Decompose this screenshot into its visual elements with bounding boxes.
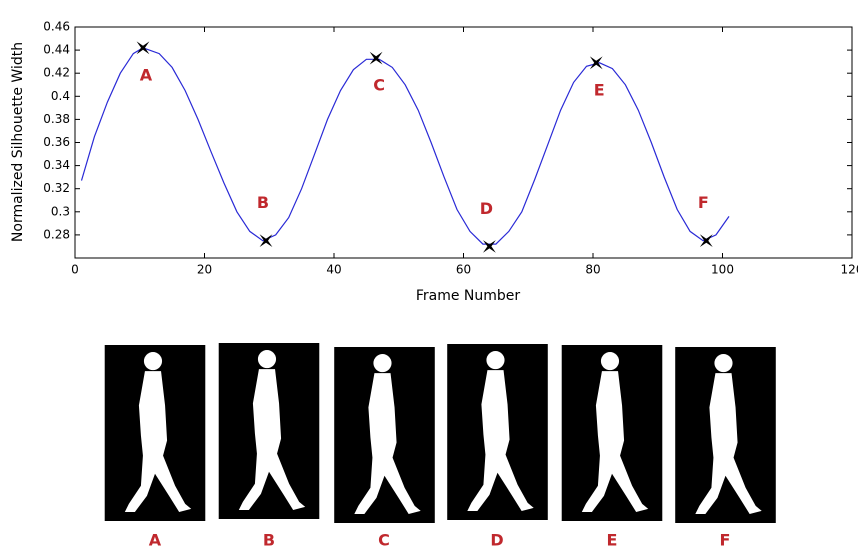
silhouettes bbox=[104, 343, 776, 523]
y-tick-label: 0.36 bbox=[43, 135, 70, 149]
frame-label: E bbox=[607, 531, 618, 549]
x-tick-label: 80 bbox=[585, 263, 600, 277]
frame-label: C bbox=[378, 531, 390, 549]
y-tick-label: 0.46 bbox=[43, 20, 70, 34]
point-label: F bbox=[698, 193, 709, 212]
point-label: A bbox=[140, 65, 153, 84]
marker bbox=[699, 234, 713, 247]
x-tick-label: 0 bbox=[71, 263, 79, 277]
y-axis-label: Normalized Silhouette Width bbox=[10, 42, 26, 242]
frame-label: B bbox=[263, 531, 275, 549]
x-tick-label: 120 bbox=[841, 263, 858, 277]
point-label: E bbox=[594, 80, 605, 99]
x-axis-label: Frame Number bbox=[416, 288, 521, 304]
y-tick-label: 0.38 bbox=[43, 112, 70, 126]
marker bbox=[483, 240, 496, 253]
marker bbox=[589, 56, 603, 70]
marker bbox=[369, 51, 383, 65]
frame-label: F bbox=[720, 531, 731, 549]
point-label: B bbox=[257, 193, 269, 212]
y-tick-label: 0.44 bbox=[43, 43, 70, 57]
y-tick-label: 0.34 bbox=[43, 158, 70, 172]
x-tick-label: 100 bbox=[711, 263, 734, 277]
frame-label: A bbox=[149, 531, 162, 549]
marker bbox=[136, 41, 150, 55]
x-tick-label: 60 bbox=[456, 263, 471, 277]
marker bbox=[259, 234, 273, 247]
y-tick-label: 0.42 bbox=[43, 66, 70, 80]
y-tick-label: 0.28 bbox=[43, 227, 70, 241]
x-tick-label: 40 bbox=[326, 263, 341, 277]
point-label: C bbox=[373, 76, 385, 95]
y-tick-label: 0.32 bbox=[43, 181, 70, 195]
x-tick-label: 20 bbox=[197, 263, 212, 277]
data-line bbox=[80, 47, 730, 245]
y-tick-label: 0.3 bbox=[51, 204, 70, 218]
y-tick-label: 0.4 bbox=[51, 89, 70, 103]
frame-label: D bbox=[490, 531, 503, 549]
point-label: D bbox=[480, 199, 493, 218]
plot-frame bbox=[74, 26, 853, 259]
